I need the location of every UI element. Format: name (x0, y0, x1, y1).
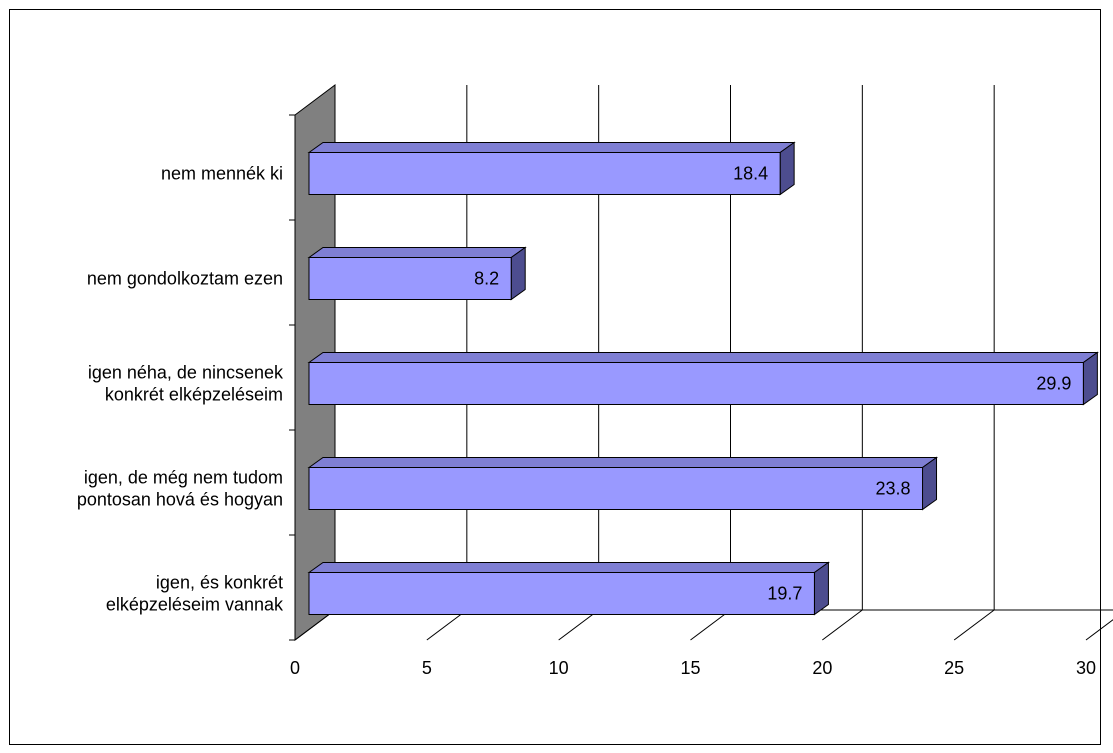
bar-top (307, 457, 939, 468)
bar (307, 246, 527, 301)
bar-face (308, 152, 781, 195)
value-label: 18.4 (733, 164, 768, 184)
category-label: nem gondolkoztam ezen (87, 269, 283, 289)
x-tick-label: 0 (290, 658, 300, 678)
value-label: 29.9 (1036, 374, 1071, 394)
x-tick-label: 30 (1076, 658, 1096, 678)
value-label: 19.7 (767, 584, 802, 604)
category-label-line: igen, de még nem tudom (84, 468, 283, 488)
category-label-line: nem mennék ki (161, 164, 283, 184)
category-label: igen, és konkrét elképzeléseim vannak (106, 573, 284, 615)
category-label-line: nem gondolkoztam ezen (87, 269, 283, 289)
x-tick-label: 10 (549, 658, 569, 678)
floor-gridline (953, 609, 995, 641)
bar-top (307, 352, 1099, 363)
bar-top (307, 562, 830, 573)
bar-top (307, 247, 527, 258)
bars (307, 141, 1099, 616)
category-label-line: elképzeléseim vannak (106, 595, 284, 615)
category-label-line: konkrét elképzeléseim (105, 385, 283, 405)
bar (307, 456, 939, 511)
category-label-line: pontosan hová és hogyan (77, 490, 283, 510)
x-tick-label: 25 (944, 658, 964, 678)
x-tick-label: 5 (422, 658, 432, 678)
x-tick-label: 15 (680, 658, 700, 678)
category-label-line: igen néha, de nincsenek (88, 363, 284, 383)
bar-face (308, 257, 512, 300)
bar (307, 141, 796, 196)
floor-gridline (1085, 619, 1113, 641)
labels: 0 5 10 15 20 25 30 18.4 nem mennék ki 8.2 nem gond… (77, 164, 1096, 679)
floor-gridline (822, 609, 863, 641)
bar-face (308, 362, 1084, 405)
category-label: igen néha, de nincsenek konkrét elképzelé… (88, 363, 284, 405)
category-label-line: igen, és konkrét (156, 573, 283, 593)
bar-face (308, 467, 924, 510)
category-label: nem mennék ki (161, 164, 283, 184)
bar (307, 561, 830, 616)
x-tick-label: 20 (812, 658, 832, 678)
value-label: 23.8 (875, 479, 910, 499)
bar (307, 351, 1099, 406)
bar-top (307, 142, 796, 153)
value-label: 8.2 (474, 269, 499, 289)
bar-face (308, 572, 815, 615)
category-label: igen, de még nem tudom pontosan hová és h… (77, 468, 283, 510)
